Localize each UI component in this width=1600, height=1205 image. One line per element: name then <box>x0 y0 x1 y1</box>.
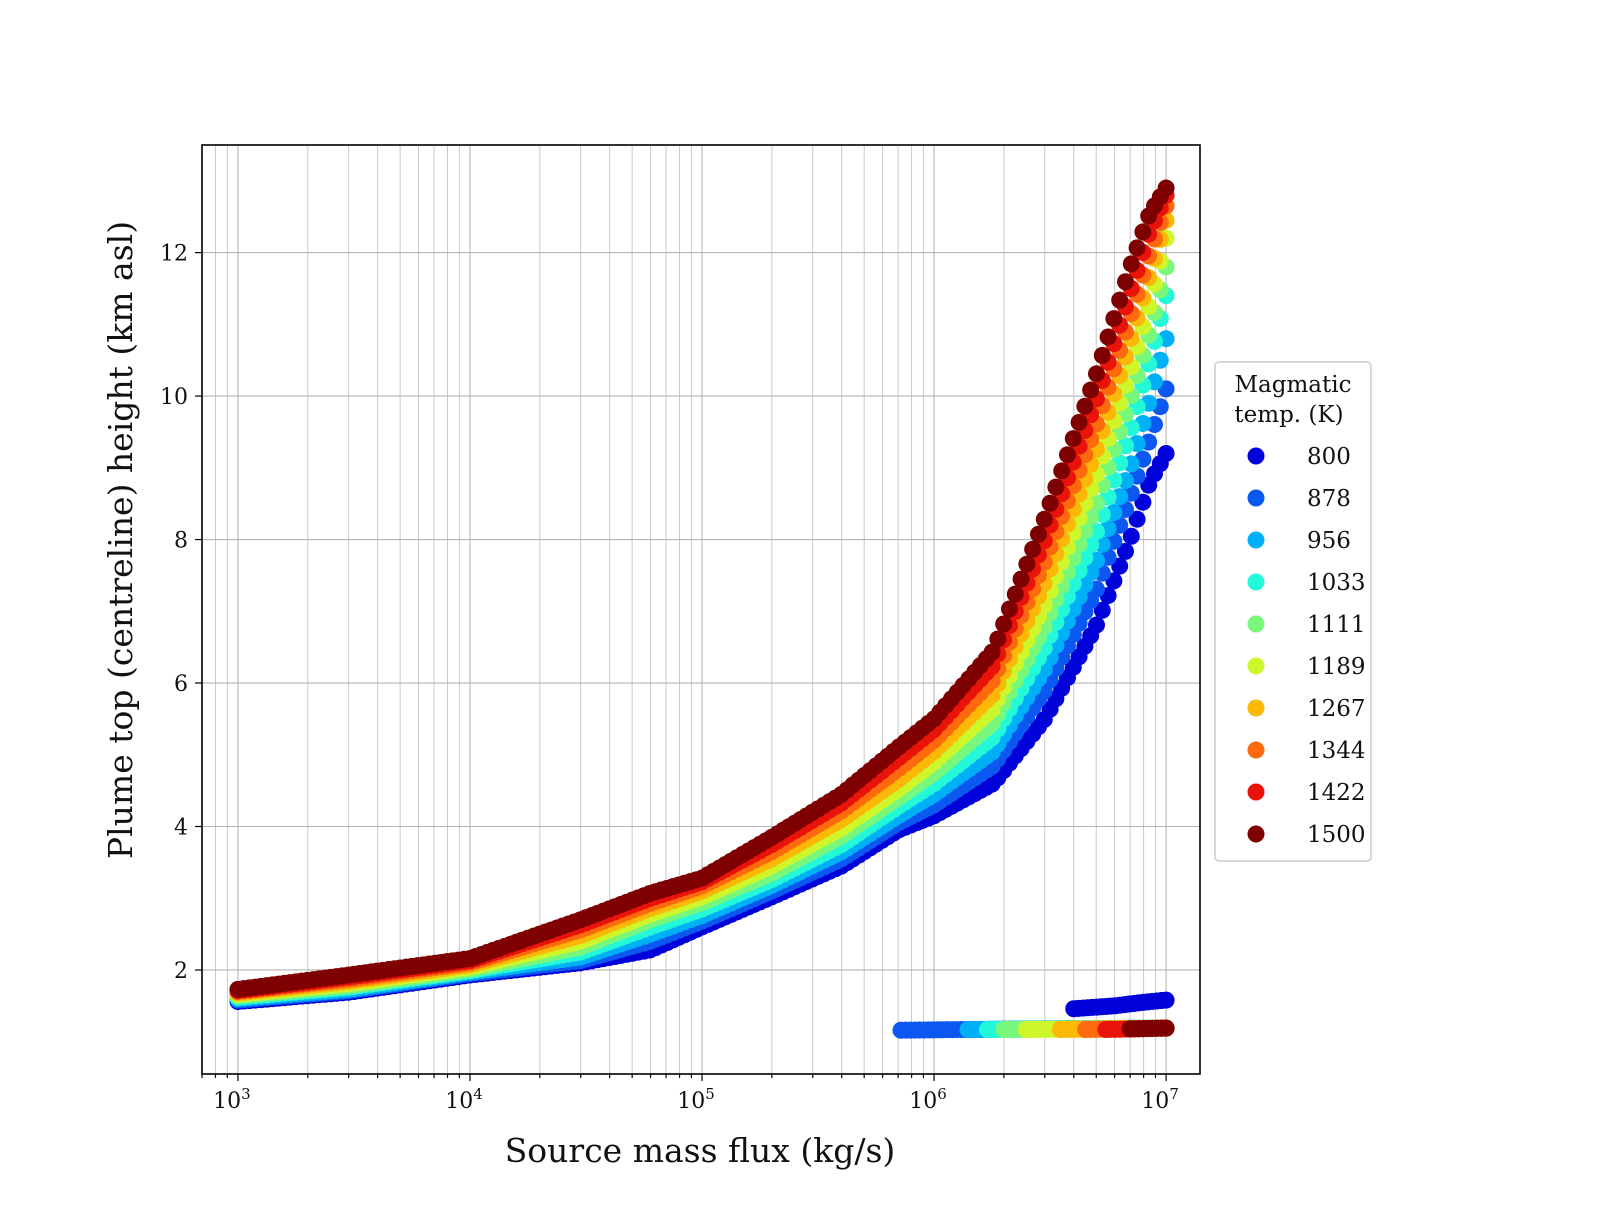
y-tick-label: 4 <box>174 816 188 841</box>
data-point <box>1006 585 1024 603</box>
data-point <box>1035 510 1053 528</box>
legend-marker <box>1247 699 1265 717</box>
legend-title-line-1: Magmatic <box>1235 372 1352 398</box>
x-tick-label: 105 <box>677 1085 715 1114</box>
data-point <box>1047 478 1065 496</box>
y-tick-label: 2 <box>174 959 188 984</box>
legend-marker <box>1247 573 1265 591</box>
y-tick-label: 6 <box>174 672 188 697</box>
data-point <box>1134 493 1152 511</box>
x-tick-label: 107 <box>1141 1085 1179 1114</box>
data-point <box>1116 542 1134 560</box>
data-point <box>1128 239 1146 257</box>
data-point <box>1157 991 1175 1009</box>
data-point <box>1076 397 1094 415</box>
data-point <box>1116 273 1134 291</box>
data-point <box>1093 346 1111 364</box>
legend-marker <box>1247 825 1265 843</box>
data-point <box>1000 600 1018 618</box>
x-axis-label: Source mass flux (kg/s) <box>505 1131 896 1170</box>
data-point <box>1082 381 1100 399</box>
plot-frame <box>201 144 1201 1075</box>
data-point <box>1018 555 1036 573</box>
data-point <box>1134 223 1152 241</box>
legend-title-line-2: temp. (K) <box>1234 402 1343 428</box>
data-point <box>1024 540 1042 558</box>
legend-marker <box>1247 741 1265 759</box>
legend-frame <box>1214 361 1372 862</box>
legend-marker <box>1247 447 1265 465</box>
x-tick-label: 104 <box>445 1085 483 1114</box>
legend-label: 1500 <box>1307 822 1366 848</box>
data-point <box>1093 601 1111 619</box>
y-tick-label: 10 <box>160 385 188 410</box>
legend-label: 1189 <box>1307 654 1366 680</box>
data-point <box>1099 328 1117 346</box>
data-point <box>995 615 1013 633</box>
legend-label: 1344 <box>1307 738 1366 764</box>
data-point <box>1064 430 1082 448</box>
y-tick-label: 8 <box>174 529 188 554</box>
legend-marker <box>1247 783 1265 801</box>
legend: Magmatic temp. (K) 800 878 956 1033 1111 1189… <box>1214 361 1372 862</box>
data-point <box>1122 255 1140 273</box>
legend-label: 1033 <box>1307 570 1366 596</box>
data-point <box>1157 1019 1175 1037</box>
data-point <box>1087 365 1105 383</box>
x-tick-label: 103 <box>213 1085 251 1114</box>
data-point <box>983 643 1001 661</box>
legend-label: 1111 <box>1307 612 1366 638</box>
data-point <box>1070 413 1088 431</box>
legend-marker <box>1247 657 1265 675</box>
data-point <box>1157 179 1175 197</box>
legend-marker <box>1247 531 1265 549</box>
legend-label: 956 <box>1307 528 1351 554</box>
data-point <box>989 630 1007 648</box>
data-point <box>1058 446 1076 464</box>
y-tick-label: 12 <box>160 242 188 267</box>
x-tick-label: 106 <box>909 1085 947 1114</box>
legend-entries: 800 878 956 1033 1111 1189 1267 1344 1422 1500 <box>1247 444 1366 848</box>
legend-label: 800 <box>1307 444 1351 470</box>
data-point <box>1087 616 1105 634</box>
data-point <box>1105 310 1123 328</box>
data-point <box>1157 444 1175 462</box>
data-point <box>1041 494 1059 512</box>
data-point <box>1111 291 1129 309</box>
legend-marker <box>1247 489 1265 507</box>
data-point <box>1029 525 1047 543</box>
legend-label: 1422 <box>1307 780 1366 806</box>
data-point <box>1053 462 1071 480</box>
axis-ticks: 103 104 105 106 107 2 4 6 8 10 12 <box>160 242 1179 1114</box>
legend-marker <box>1247 615 1265 633</box>
data-point <box>1111 557 1129 575</box>
data-point <box>1012 570 1030 588</box>
y-axis-label: Plume top (centreline) height (km asl) <box>101 221 140 859</box>
data-point <box>1128 510 1146 528</box>
legend-label: 878 <box>1307 486 1351 512</box>
scatter-points <box>229 179 1175 1039</box>
data-point <box>1122 527 1140 545</box>
grid-lines <box>201 145 1200 1074</box>
legend-label: 1267 <box>1307 696 1366 722</box>
